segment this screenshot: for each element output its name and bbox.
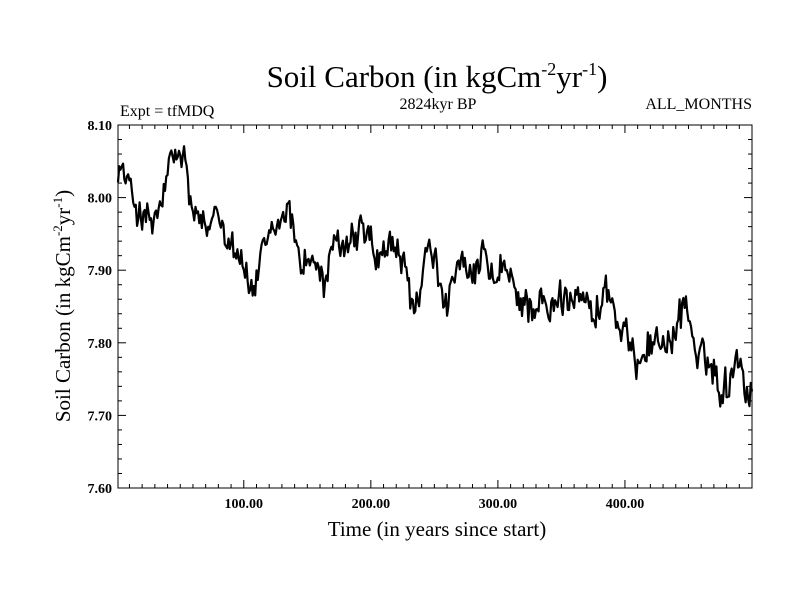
x-tick-label: 400.00 [606,497,645,512]
x-tick-labels: 100.00 200.00 300.00 400.00 [225,497,645,512]
y-tick-label: 7.70 [88,409,113,424]
y-tick-label: 8.10 [88,119,113,134]
x-tick-label: 200.00 [352,497,391,512]
plot-frame [117,124,753,489]
y-tick-label: 7.60 [88,482,113,497]
series-line [116,145,754,408]
subtitle-right: ALL_MONTHS [645,96,752,113]
x-axis-label: Time (in years since start) [328,517,547,541]
x-tick-label: 100.00 [225,497,264,512]
y-tick-label: 7.90 [88,264,113,279]
y-axis-label: Soil Carbon (in kgCm-2yr-1) [50,190,75,422]
axis-ticks [118,124,752,489]
subtitle-left: Expt = tfMDQ [120,103,215,120]
y-tick-label: 8.00 [88,192,113,207]
series-group [116,145,754,408]
x-tick-label: 300.00 [479,497,518,512]
y-tick-labels: 7.60 7.70 7.80 7.90 8.00 8.10 [88,119,113,497]
y-tick-label: 7.80 [88,337,113,352]
subtitle-center: 2824kyr BP [400,96,477,113]
chart-title: Soil Carbon (in kgCm-2yr-1) [267,59,608,94]
